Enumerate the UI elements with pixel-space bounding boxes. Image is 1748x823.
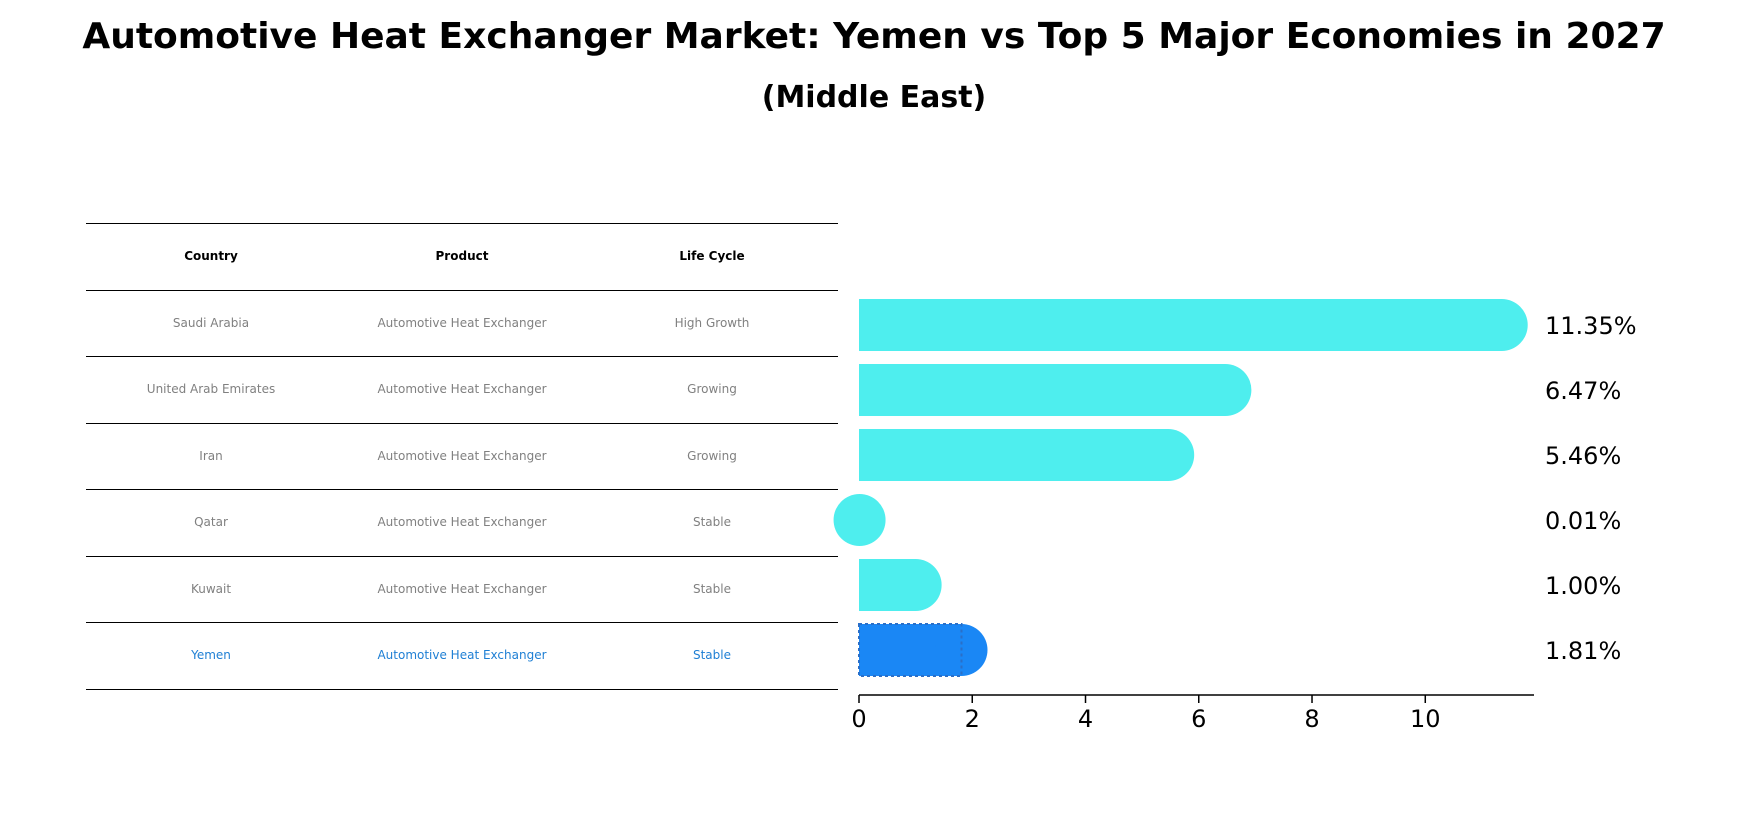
table-rule [86, 489, 838, 490]
table-cell: Automotive Heat Exchanger [377, 581, 547, 596]
bar-value-label: 0.01% [1545, 507, 1621, 535]
table-cell: Yemen [191, 648, 231, 663]
bar-cap [1142, 429, 1195, 481]
x-tick-label: 8 [1304, 705, 1319, 733]
x-tick-label: 4 [1078, 705, 1093, 733]
table-header: Product [435, 249, 489, 264]
table-rule [86, 356, 838, 357]
bar [859, 364, 1226, 416]
table-rule [86, 289, 838, 291]
table-rule [86, 555, 838, 557]
table-rule [86, 422, 838, 424]
table-rule [86, 223, 838, 224]
bar-cap [1475, 299, 1528, 351]
table-rule [86, 688, 838, 690]
bar-value-label: 1.00% [1545, 572, 1621, 600]
bar-outline [858, 623, 963, 677]
table-cell: Iran [199, 448, 223, 463]
x-tick-label: 10 [1410, 705, 1441, 733]
table-header: Country [184, 249, 238, 264]
bar-value-label: 1.81% [1545, 637, 1621, 665]
table-cell: High Growth [674, 315, 750, 330]
bar-cap [1199, 364, 1252, 416]
table-cell: Growing [687, 382, 737, 397]
table-rule [86, 622, 838, 623]
x-tick-label: 2 [965, 705, 980, 733]
table-cell: Stable [692, 648, 731, 663]
chart-title: Automotive Heat Exchanger Market: Yemen … [82, 16, 1666, 57]
table-cell: Stable [692, 581, 731, 596]
bar-value-label: 5.46% [1545, 442, 1621, 470]
table-cell: Qatar [194, 515, 228, 530]
table-cell: United Arab Emirates [146, 382, 276, 397]
chart-subtitle: (Middle East) [761, 80, 987, 115]
table-cell: Automotive Heat Exchanger [377, 382, 547, 397]
table-cell: Automotive Heat Exchanger [377, 315, 547, 330]
table-cell: Kuwait [190, 581, 232, 596]
bar [859, 429, 1169, 481]
table-cell: Growing [687, 448, 737, 463]
bar-cap [889, 559, 942, 611]
table-cell: Automotive Heat Exchanger [377, 448, 547, 463]
table-cell: Automotive Heat Exchanger [377, 515, 547, 530]
bar-value-label: 11.35% [1545, 312, 1637, 340]
bar-cap [833, 494, 886, 546]
table-cell: Automotive Heat Exchanger [377, 648, 547, 663]
x-tick-label: 0 [851, 705, 866, 733]
bar [859, 299, 1502, 351]
table-cell: Saudi Arabia [172, 315, 250, 330]
table-header: Life Cycle [679, 249, 745, 264]
x-tick-label: 6 [1191, 705, 1206, 733]
table-cell: Stable [692, 515, 731, 530]
bar-value-label: 6.47% [1545, 377, 1621, 405]
